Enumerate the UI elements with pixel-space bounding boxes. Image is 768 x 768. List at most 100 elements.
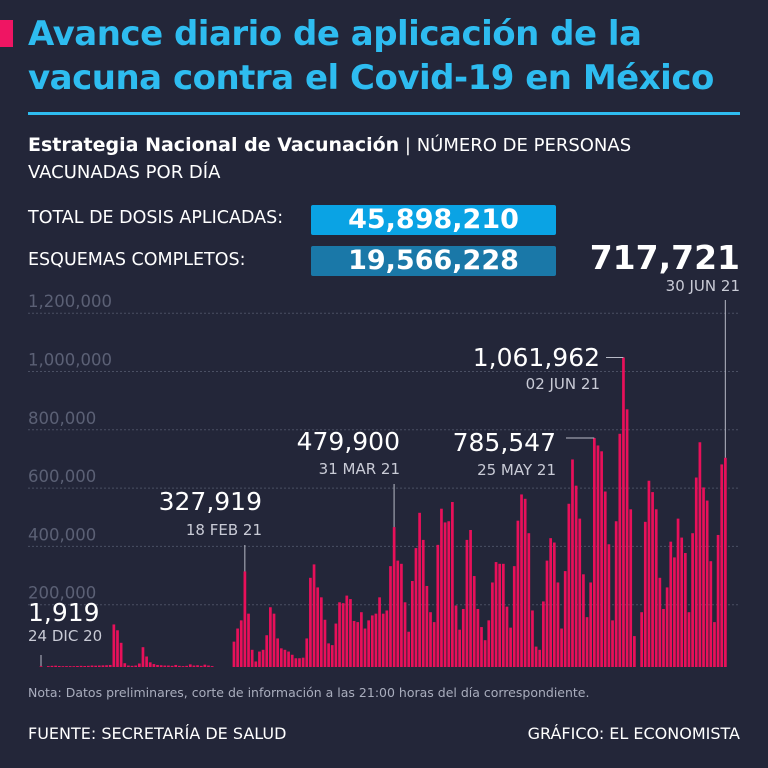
bar <box>112 624 116 667</box>
bar <box>207 665 210 667</box>
bar <box>46 666 50 667</box>
bar <box>199 665 203 667</box>
bar <box>156 664 159 667</box>
bar <box>574 485 578 667</box>
bar <box>487 620 491 667</box>
bar <box>239 620 243 667</box>
bar <box>192 665 196 667</box>
bar <box>654 509 658 667</box>
bar <box>283 649 287 667</box>
bar <box>418 512 421 667</box>
bar <box>101 665 105 667</box>
bar <box>476 608 480 667</box>
bar <box>57 665 61 667</box>
bar <box>673 557 676 667</box>
annotation-date-1: 24 DIC 20 <box>28 627 103 645</box>
bar <box>618 433 622 667</box>
bar <box>127 665 130 667</box>
bar <box>327 643 330 667</box>
bar <box>480 627 483 667</box>
bar <box>301 657 305 667</box>
bar <box>294 658 298 667</box>
bar <box>145 656 148 667</box>
bar <box>443 522 447 667</box>
bar <box>683 553 687 667</box>
bar <box>319 597 323 667</box>
bar <box>596 445 600 667</box>
bar <box>185 665 188 667</box>
bar <box>50 665 54 667</box>
bar <box>691 533 694 667</box>
bar <box>509 627 512 667</box>
bar <box>349 599 352 667</box>
bar <box>287 651 290 667</box>
bar <box>94 665 97 667</box>
annotation-value-2: 327,919 <box>158 487 262 516</box>
bar <box>65 666 68 667</box>
bar <box>389 566 392 667</box>
bar <box>269 607 272 667</box>
bar <box>633 636 636 667</box>
bar <box>625 409 629 667</box>
bar <box>643 521 647 667</box>
y-tick-label: 800,000 <box>28 409 96 428</box>
bar <box>370 615 374 667</box>
bar <box>505 606 509 667</box>
bar <box>716 534 720 667</box>
bar <box>265 635 269 667</box>
bar <box>629 509 633 667</box>
bar <box>469 529 472 667</box>
bar <box>108 664 112 667</box>
bar <box>181 666 185 667</box>
bar <box>520 494 523 667</box>
bar <box>236 628 239 667</box>
y-tick-label: 1,000,000 <box>28 351 112 370</box>
chart-subtitle: Estrategia Nacional de Vacunación | NÚME… <box>28 132 748 186</box>
bar <box>163 665 167 667</box>
bar <box>338 602 341 667</box>
bar <box>556 582 560 667</box>
bar <box>560 628 563 667</box>
footnote: Nota: Datos preliminares, corte de infor… <box>28 685 590 700</box>
bar <box>494 562 498 667</box>
total-doses-value: 45,898,210 <box>311 205 556 235</box>
bar <box>309 577 312 667</box>
bar <box>563 571 567 667</box>
bar <box>713 622 716 667</box>
bar <box>250 649 254 667</box>
annotation-value-3: 479,900 <box>296 427 400 456</box>
bar <box>538 649 542 667</box>
bar <box>178 665 181 667</box>
bar <box>531 610 534 667</box>
bar <box>356 622 360 667</box>
bar <box>549 538 552 667</box>
bar <box>527 533 531 667</box>
bar <box>647 480 651 667</box>
complete-schemes-value: 19,566,228 <box>311 246 556 276</box>
bar <box>603 491 607 667</box>
annotation-value-1: 1,919 <box>28 598 100 627</box>
bar <box>167 665 170 667</box>
bar <box>298 658 301 667</box>
bar <box>687 612 691 667</box>
bar <box>582 574 585 667</box>
bar <box>272 613 276 667</box>
bar <box>196 665 199 667</box>
total-doses-label: TOTAL DE DOSIS APLICADAS: <box>28 208 284 228</box>
bar <box>210 666 214 667</box>
bar <box>247 613 250 667</box>
bar <box>232 641 236 667</box>
y-tick-label: 600,000 <box>28 467 96 486</box>
bar <box>662 608 665 667</box>
bar <box>39 666 43 667</box>
bar <box>312 564 316 667</box>
bar <box>702 487 705 667</box>
bar <box>407 631 411 667</box>
bar <box>611 620 614 667</box>
bar <box>421 539 425 667</box>
bar <box>341 603 345 667</box>
bar <box>658 577 662 667</box>
bar <box>534 646 538 667</box>
bar <box>290 654 294 667</box>
